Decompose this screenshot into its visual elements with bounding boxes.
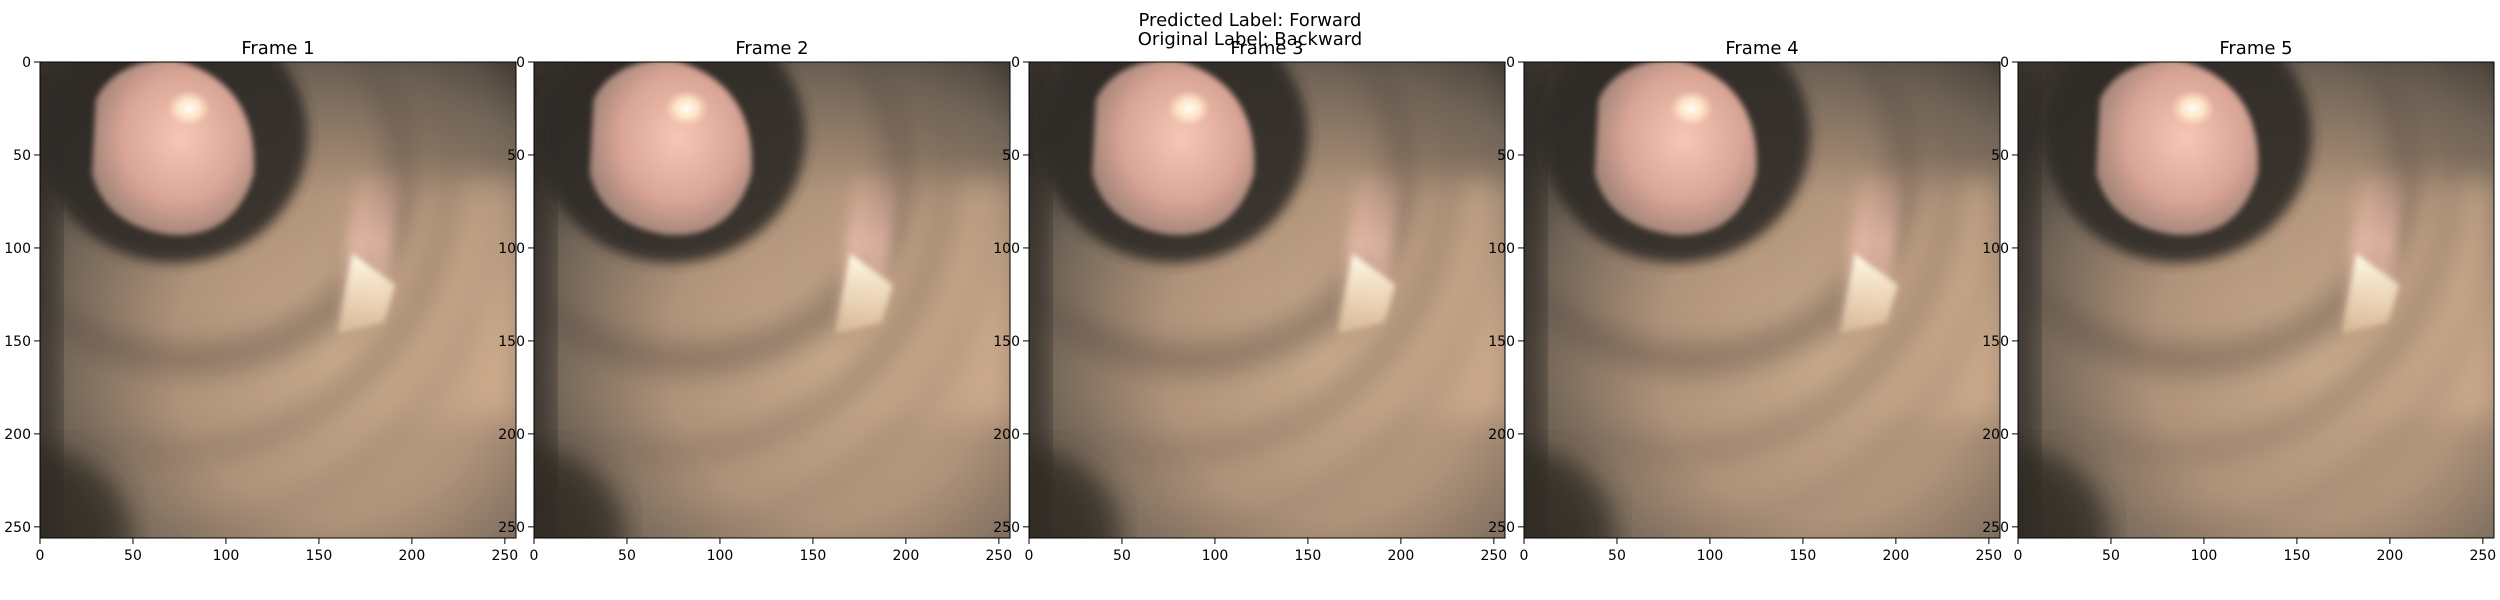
frame-title: Frame 4 xyxy=(1725,38,1798,59)
x-tick-label: 50 xyxy=(1113,548,1131,564)
endoscopy-frame-image xyxy=(1524,62,2000,538)
x-tick-label: 50 xyxy=(618,548,636,564)
x-tick-label: 250 xyxy=(985,548,1012,564)
axes-frame xyxy=(2017,61,2495,539)
y-tick-label: 250 xyxy=(4,520,31,536)
y-tick-label: 0 xyxy=(516,55,525,71)
y-tick-label: 250 xyxy=(1982,520,2009,536)
x-tick-label: 200 xyxy=(1883,548,1910,564)
x-tick-label: 250 xyxy=(1480,548,1507,564)
x-tick-label: 100 xyxy=(1697,548,1724,564)
x-tick-label: 200 xyxy=(1388,548,1415,564)
predicted-label: Predicted Label: Forward xyxy=(1138,10,1362,31)
x-tick-label: 200 xyxy=(893,548,920,564)
x-tick-label: 50 xyxy=(124,548,142,564)
y-tick-label: 0 xyxy=(1506,55,1515,71)
frame-panel: Frame 3 0 50 100 150 200 250 0 50 100 150 200 250 xyxy=(993,38,1507,564)
y-tick-label: 100 xyxy=(498,241,525,257)
original-label: Original Label: Backward xyxy=(1137,29,1363,50)
endoscopy-frame-image xyxy=(1029,62,1505,538)
y-tick-label: 200 xyxy=(1982,427,2009,443)
axes-frame xyxy=(1028,61,1506,539)
x-tick-label: 50 xyxy=(1608,548,1626,564)
x-tick-label: 150 xyxy=(306,548,333,564)
frame-panel: Frame 1 0 50 100 150 200 250 0 50 100 150 200 250 xyxy=(4,38,518,564)
x-tick-label: 150 xyxy=(1295,548,1322,564)
y-tick-label: 50 xyxy=(507,148,525,164)
axes-frame xyxy=(39,61,517,539)
y-tick-label: 100 xyxy=(1488,241,1515,257)
x-tick-label: 150 xyxy=(1790,548,1817,564)
endoscopy-frame-image xyxy=(534,62,1010,538)
y-tick-label: 200 xyxy=(498,427,525,443)
x-tick-label: 100 xyxy=(2191,548,2218,564)
x-tick-label: 0 xyxy=(36,548,45,564)
y-tick-label: 200 xyxy=(4,427,31,443)
y-tick-label: 200 xyxy=(1488,427,1515,443)
y-tick-label: 50 xyxy=(1991,148,2009,164)
endoscopy-frame-image xyxy=(40,62,516,538)
x-tick-label: 150 xyxy=(2284,548,2311,564)
x-tick-label: 200 xyxy=(2377,548,2404,564)
y-tick-label: 100 xyxy=(1982,241,2009,257)
endoscopy-frame-image xyxy=(2018,62,2494,538)
y-tick-label: 250 xyxy=(993,520,1020,536)
axes-frame xyxy=(1523,61,2001,539)
y-tick-label: 150 xyxy=(993,334,1020,350)
y-tick-label: 250 xyxy=(498,520,525,536)
y-tick-label: 50 xyxy=(1497,148,1515,164)
x-tick-label: 100 xyxy=(1202,548,1229,564)
frame-title: Frame 1 xyxy=(241,38,314,59)
y-tick-label: 200 xyxy=(993,427,1020,443)
x-tick-label: 0 xyxy=(1520,548,1529,564)
x-tick-label: 0 xyxy=(530,548,539,564)
y-tick-label: 150 xyxy=(498,334,525,350)
y-tick-label: 0 xyxy=(2000,55,2009,71)
frame-panel: Frame 2 0 50 100 150 200 250 0 50 100 150 200 250 xyxy=(498,38,1012,564)
x-tick-label: 250 xyxy=(1975,548,2002,564)
x-tick-label: 0 xyxy=(1025,548,1034,564)
x-tick-label: 0 xyxy=(2014,548,2023,564)
x-tick-label: 250 xyxy=(491,548,518,564)
y-tick-label: 0 xyxy=(1011,55,1020,71)
x-tick-label: 100 xyxy=(213,548,240,564)
y-tick-label: 250 xyxy=(1488,520,1515,536)
y-tick-label: 50 xyxy=(13,148,31,164)
x-tick-label: 250 xyxy=(2469,548,2496,564)
y-tick-label: 150 xyxy=(4,334,31,350)
frame-title: Frame 3 xyxy=(1230,38,1303,59)
axes-frame xyxy=(533,61,1011,539)
y-tick-label: 150 xyxy=(1982,334,2009,350)
x-tick-label: 200 xyxy=(399,548,426,564)
y-tick-label: 150 xyxy=(1488,334,1515,350)
frame-panel: Frame 4 0 50 100 150 200 250 0 50 100 150 200 250 xyxy=(1488,38,2002,564)
y-tick-label: 50 xyxy=(1002,148,1020,164)
frame-title: Frame 5 xyxy=(2219,38,2292,59)
x-tick-label: 150 xyxy=(800,548,827,564)
frame-title: Frame 2 xyxy=(735,38,808,59)
y-tick-label: 100 xyxy=(993,241,1020,257)
x-tick-label: 100 xyxy=(707,548,734,564)
x-tick-label: 50 xyxy=(2102,548,2120,564)
y-tick-label: 0 xyxy=(22,55,31,71)
frame-panel: Frame 5 0 50 100 150 200 250 0 50 100 150 200 250 xyxy=(1982,38,2496,564)
y-tick-label: 100 xyxy=(4,241,31,257)
